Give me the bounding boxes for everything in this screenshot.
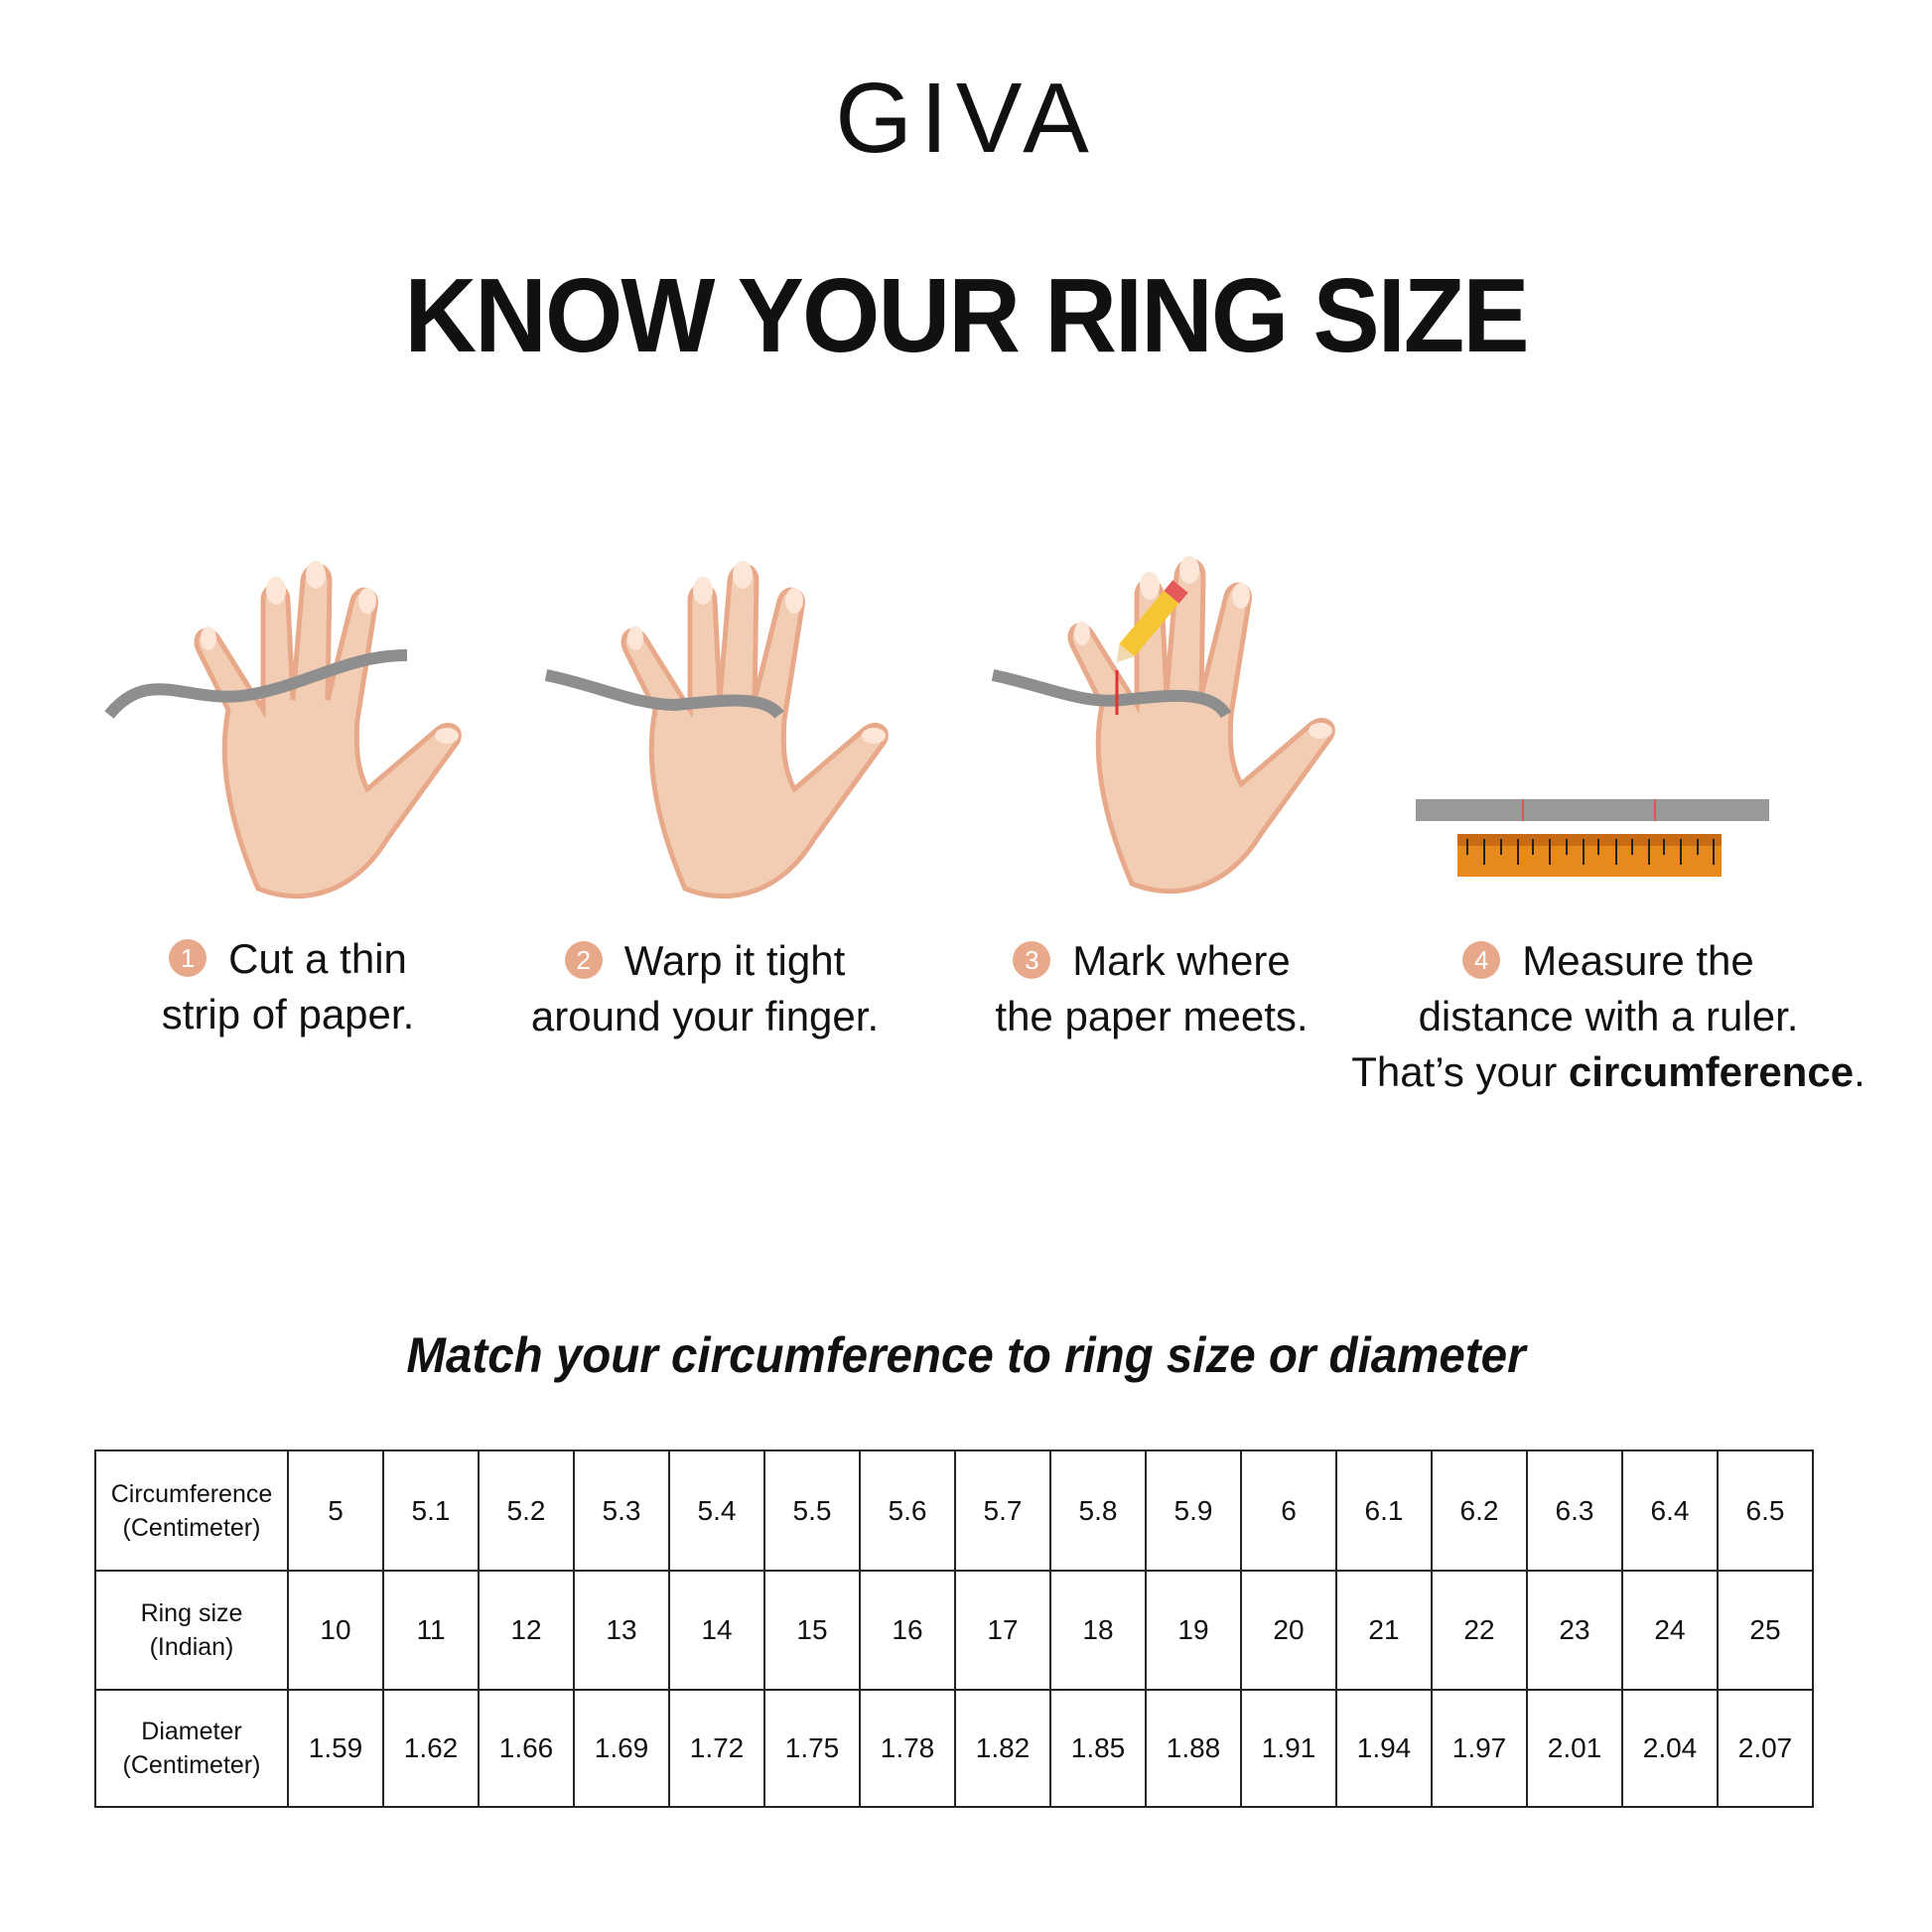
- table-cell: 1.72: [668, 1689, 765, 1808]
- step-line: the paper meets.: [995, 993, 1309, 1039]
- step-line: Mark where: [1072, 937, 1291, 984]
- table-cell: 20: [1240, 1570, 1337, 1691]
- table-cell: 1.59: [287, 1689, 384, 1808]
- table-cell: 5.9: [1145, 1449, 1242, 1572]
- row-header-line: (Indian): [149, 1633, 234, 1661]
- table-cell: 16: [859, 1570, 956, 1691]
- paper-strip: [991, 669, 1232, 719]
- table-cell: 6.3: [1526, 1449, 1623, 1572]
- step-1-hand-illustration: [104, 556, 477, 903]
- table-cell: 5.6: [859, 1449, 956, 1572]
- table-cell: 1.62: [382, 1689, 480, 1808]
- step-line: Cut a thin: [228, 935, 407, 982]
- table-cell: 1.66: [478, 1689, 575, 1808]
- step-line: Measure the: [1522, 937, 1754, 984]
- table-cell: 2.04: [1621, 1689, 1719, 1808]
- row-header-line: Diameter: [141, 1718, 242, 1745]
- step-2-hand-illustration: [544, 556, 913, 903]
- step-number-badge: 2: [564, 940, 603, 979]
- circumference-emphasis: circumference: [1568, 1048, 1855, 1095]
- table-cell: 5.7: [954, 1449, 1051, 1572]
- row-header-line: (Centimeter): [122, 1513, 261, 1542]
- table-row: Ring size (Indian) 10 11 12 13 14 15 16 17 18 19 20 2…: [94, 1570, 1814, 1691]
- step-number-badge: 3: [1013, 940, 1051, 979]
- step-line: strip of paper.: [161, 991, 415, 1037]
- table-cell: 11: [382, 1570, 480, 1691]
- table-cell: 5.8: [1049, 1449, 1147, 1572]
- paper-strip: [104, 649, 408, 719]
- table-cell: 13: [573, 1570, 670, 1691]
- table-cell: 15: [763, 1570, 861, 1691]
- step-3-text: 3 Mark where the paper meets.: [943, 933, 1360, 1044]
- step-line: distance with a ruler.: [1418, 993, 1799, 1039]
- table-cell: 5.3: [573, 1449, 670, 1572]
- table-cell: 10: [287, 1570, 384, 1691]
- table-cell: 1.82: [954, 1689, 1051, 1808]
- table-cell: 1.69: [573, 1689, 670, 1808]
- step-2-text: 2 Warp it tight around your finger.: [496, 933, 913, 1044]
- table-cell: 19: [1145, 1570, 1242, 1691]
- table-cell: 12: [478, 1570, 575, 1691]
- step-line: .: [1854, 1048, 1865, 1095]
- step-1-text: 1 Cut a thin strip of paper.: [99, 931, 477, 1042]
- table-cell: 6.2: [1431, 1449, 1528, 1572]
- table-subtitle: Match your circumference to ring size or…: [406, 1327, 1526, 1383]
- ring-size-table: Circumference (Centimeter) 5 5.1 5.2 5.3 5.4 5.…: [94, 1449, 1814, 1808]
- row-header: Diameter (Centimeter): [94, 1689, 289, 1808]
- table-cell: 22: [1431, 1570, 1528, 1691]
- table-cell: 5: [287, 1449, 384, 1572]
- table-cell: 18: [1049, 1570, 1147, 1691]
- table-cell: 1.91: [1240, 1689, 1337, 1808]
- table-cell: 1.85: [1049, 1689, 1147, 1808]
- table-cell: 17: [954, 1570, 1051, 1691]
- table-cell: 1.75: [763, 1689, 861, 1808]
- table-cell: 14: [668, 1570, 765, 1691]
- table-cell: 5.5: [763, 1449, 861, 1572]
- table-cell: 1.94: [1335, 1689, 1433, 1808]
- table-cell: 1.97: [1431, 1689, 1528, 1808]
- row-header: Ring size (Indian): [94, 1570, 289, 1691]
- table-cell: 1.88: [1145, 1689, 1242, 1808]
- step-line: That’s your: [1351, 1048, 1569, 1095]
- step-number-badge: 4: [1462, 940, 1501, 979]
- table-cell: 24: [1621, 1570, 1719, 1691]
- table-cell: 6.4: [1621, 1449, 1719, 1572]
- step-3-hand-illustration: [991, 551, 1360, 898]
- pencil-icon: [1116, 580, 1188, 663]
- table-row: Circumference (Centimeter) 5 5.1 5.2 5.3 5.4 5.…: [94, 1449, 1814, 1572]
- table-cell: 5.4: [668, 1449, 765, 1572]
- table-cell: 5.1: [382, 1449, 480, 1572]
- step-number-badge: 1: [169, 938, 207, 977]
- table-cell: 6.5: [1717, 1449, 1814, 1572]
- row-header-line: Circumference: [110, 1479, 273, 1508]
- table-cell: 6: [1240, 1449, 1337, 1572]
- row-header: Circumference (Centimeter): [94, 1449, 289, 1572]
- step-4-ruler-illustration: [1416, 799, 1769, 877]
- table-cell: 25: [1717, 1570, 1814, 1691]
- step-4-text: 4 Measure the distance with a ruler. That…: [1340, 933, 1876, 1100]
- page-title: KNOW YOUR RING SIZE: [404, 257, 1529, 374]
- table-cell: 23: [1526, 1570, 1623, 1691]
- table-cell: 1.78: [859, 1689, 956, 1808]
- paper-strip: [544, 669, 784, 720]
- table-cell: 2.01: [1526, 1689, 1623, 1808]
- table-cell: 5.2: [478, 1449, 575, 1572]
- table-cell: 2.07: [1717, 1689, 1814, 1808]
- row-header-line: (Centimeter): [122, 1751, 261, 1779]
- table-cell: 6.1: [1335, 1449, 1433, 1572]
- paper-strip: [1416, 799, 1769, 821]
- step-line: around your finger.: [530, 993, 880, 1039]
- table-cell: 21: [1335, 1570, 1433, 1691]
- row-header-line: Ring size: [140, 1599, 243, 1627]
- step-line: Warp it tight: [623, 937, 846, 984]
- table-row: Diameter (Centimeter) 1.59 1.62 1.66 1.69 1.72…: [94, 1689, 1814, 1808]
- giva-logo: GIVA: [835, 63, 1097, 174]
